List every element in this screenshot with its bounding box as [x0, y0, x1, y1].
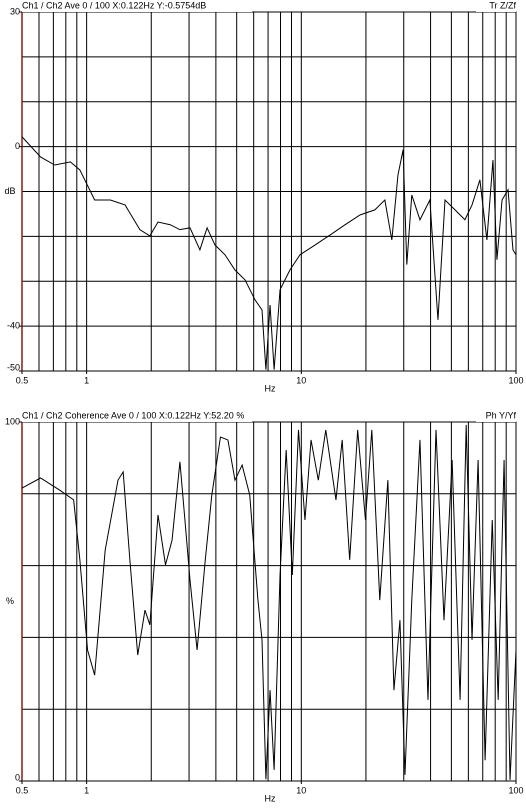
y-axis-label: dB — [4, 186, 15, 196]
chart-header-right: Ph Y/Yf — [486, 410, 517, 420]
x-tick-label: 0.5 — [16, 785, 29, 795]
x-tick-label: 0.5 — [16, 375, 29, 385]
chart-header: Ch1 / Ch2 Ave 0 / 100 X:0.122Hz Y:-0.575… — [22, 0, 206, 10]
x-tick-label: 100 — [508, 785, 523, 795]
chart-header-right: Tr Z/Zf — [489, 0, 516, 10]
x-tick-label: 100 — [508, 375, 523, 385]
x-axis-label: Hz — [265, 383, 276, 393]
y-axis-label: % — [6, 596, 14, 606]
chart-header: Ch1 / Ch2 Coherence Ave 0 / 100 X:0.122H… — [22, 410, 244, 420]
y-tick-label: 100 — [5, 416, 20, 426]
x-tick-label: 1 — [84, 785, 89, 795]
header-right-bg — [476, 412, 516, 422]
header-right-bg — [476, 2, 516, 12]
x-tick-label: 10 — [296, 785, 306, 795]
y-tick-label: -40 — [7, 321, 20, 331]
y-tick-label: -50 — [7, 362, 20, 372]
x-axis-label: Hz — [265, 793, 276, 803]
x-tick-label: 10 — [296, 375, 306, 385]
header-bg — [22, 412, 252, 422]
y-tick-label: 30 — [10, 6, 20, 16]
plot-area — [21, 421, 517, 782]
x-tick-label: 1 — [84, 375, 89, 385]
y-tick-label: 0 — [15, 772, 20, 782]
trace-line — [21, 424, 517, 780]
trace-line — [21, 136, 517, 370]
header-bg — [22, 2, 252, 12]
y-tick-label: 0 — [15, 141, 20, 151]
